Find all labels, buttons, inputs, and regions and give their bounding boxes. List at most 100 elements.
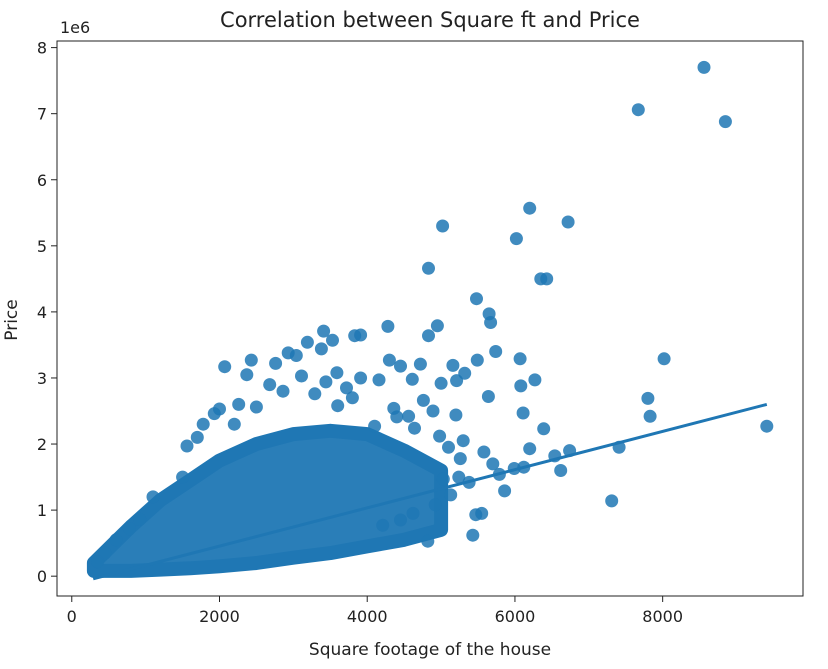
scatter-point (381, 319, 395, 333)
scatter-point (697, 60, 711, 74)
y-tick-label: 0 (37, 567, 47, 586)
scatter-point (368, 419, 382, 433)
scatter-point (180, 439, 194, 453)
scatter-point (308, 387, 322, 401)
y-offset-text: 1e6 (60, 18, 90, 37)
scatter-point (218, 360, 232, 374)
scatter-point (540, 272, 554, 286)
scatter-point (227, 417, 241, 431)
scatter-point (481, 390, 495, 403)
scatter-point (413, 357, 427, 371)
scatter-point (718, 115, 732, 129)
scatter-point (554, 464, 568, 477)
scatter-point (376, 518, 390, 532)
scatter-point (514, 379, 528, 393)
scatter-point (382, 353, 396, 367)
scatter-point (319, 375, 333, 389)
scatter-point (340, 381, 353, 395)
y-tick-label: 6 (37, 171, 47, 190)
scatter-point (657, 352, 671, 366)
scatter-point (605, 494, 619, 508)
dense-band-area (86, 423, 449, 578)
scatter-point (372, 373, 386, 387)
plot-frame (56, 40, 804, 597)
scatter-point (405, 372, 419, 386)
scatter-point (98, 546, 112, 560)
scatter-point (426, 404, 440, 418)
scatter-point (249, 400, 263, 414)
x-tick-label: 4000 (347, 607, 388, 626)
scatter-point (498, 484, 512, 498)
scatter-point (345, 391, 359, 405)
scatter-point (406, 506, 420, 520)
scatter-point (489, 345, 503, 358)
y-tick-label: 2 (37, 435, 47, 454)
scatter-points (91, 60, 774, 569)
scatter-point (760, 419, 774, 433)
scatter-point (91, 555, 105, 569)
scatter-point (528, 373, 542, 387)
scatter-point (430, 319, 444, 333)
scatter-point (523, 201, 537, 215)
chart-title: Correlation between Square ft and Price (220, 8, 640, 32)
scatter-point (213, 402, 226, 416)
y-tick-label: 5 (37, 237, 47, 256)
scatter-point (133, 512, 147, 526)
scatter-point (326, 333, 339, 347)
scatter-point (561, 215, 575, 229)
scatter-point (449, 408, 463, 422)
scatter-point (109, 533, 123, 547)
scatter-point (354, 371, 368, 385)
scatter-point (348, 329, 362, 343)
scatter-point (486, 457, 500, 471)
y-axis-ticks: 0 1 2 3 4 5 6 7 8 (37, 39, 57, 586)
scatter-point (475, 506, 489, 520)
x-axis-label: Square footage of the house (309, 640, 551, 660)
scatter-point (232, 397, 246, 411)
scatter-point (331, 399, 345, 413)
scatter-point (433, 429, 447, 443)
scatter-point (509, 232, 523, 246)
scatter-point (470, 353, 484, 367)
scatter-point (641, 391, 655, 405)
scatter-point (390, 410, 404, 424)
y-tick-label: 4 (37, 303, 47, 322)
scatter-point (428, 498, 442, 512)
scatter-point (537, 422, 551, 436)
x-tick-label: 0 (67, 607, 77, 626)
scatter-point (394, 513, 407, 527)
scatter-point (240, 368, 254, 382)
y-tick-label: 3 (37, 369, 47, 388)
scatter-point (450, 374, 464, 388)
scatter-point (295, 369, 308, 383)
y-tick-label: 8 (37, 39, 47, 58)
scatter-point (436, 472, 450, 486)
scatter-point (422, 261, 435, 275)
scatter-point (643, 409, 657, 423)
scatter-point (446, 358, 460, 372)
scatter-point (176, 470, 190, 484)
x-axis-ticks: 0 2000 4000 6000 8000 (67, 596, 683, 626)
scatter-point (631, 103, 645, 117)
scatter-point (442, 440, 455, 454)
scatter-point (300, 335, 314, 349)
scatter-point (244, 353, 258, 367)
scatter-point (289, 349, 303, 362)
scatter-point (314, 342, 328, 356)
scatter-point (470, 292, 483, 306)
scatter-point (402, 409, 416, 423)
y-tick-label: 7 (37, 105, 47, 124)
scatter-point (146, 490, 160, 504)
scatter-point (436, 219, 450, 233)
scatter-point (452, 470, 466, 484)
scatter-point (422, 329, 435, 343)
scatter-point (394, 359, 407, 373)
scatter-point (190, 430, 204, 444)
scatter-point (477, 445, 491, 459)
scatter-point (523, 442, 537, 456)
x-tick-label: 2000 (199, 607, 240, 626)
x-tick-label: 8000 (642, 607, 683, 626)
scatter-point (444, 488, 458, 502)
scatter-point (466, 528, 480, 542)
